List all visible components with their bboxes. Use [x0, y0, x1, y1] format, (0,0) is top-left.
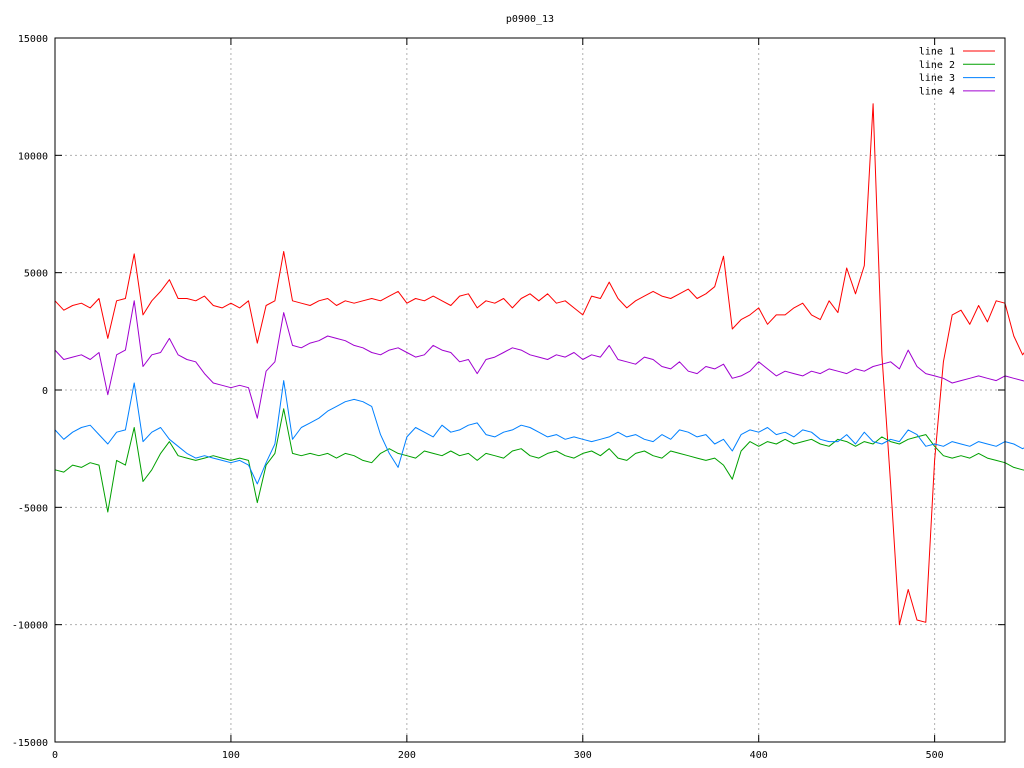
- legend-label: line 4: [919, 86, 955, 97]
- chart-title: p0900_13: [506, 14, 554, 25]
- y-axis-ticks: -15000 -10000 -5000 0 5000 10000 15000: [12, 34, 1005, 749]
- legend-label: line 1: [919, 47, 955, 58]
- legend: line 1 line 2 line 3 line 4: [919, 47, 995, 97]
- x-tick-label: 100: [222, 750, 240, 761]
- y-tick-label: 15000: [18, 34, 48, 45]
- plot-frame: [54, 37, 1006, 743]
- x-tick-label: 0: [52, 750, 58, 761]
- y-tick-label: -10000: [12, 621, 48, 632]
- series-line-2: [54, 408, 1024, 513]
- y-tick-label: 0: [42, 386, 48, 397]
- x-tick-label: 500: [926, 750, 944, 761]
- y-tick-label: 10000: [18, 151, 48, 162]
- y-tick-label: 5000: [24, 269, 48, 280]
- series-lines: [54, 103, 1024, 626]
- y-tick-label: -5000: [18, 503, 48, 514]
- series-line-1: [54, 103, 1024, 626]
- series-line-3: [54, 380, 1024, 485]
- legend-label: line 2: [919, 60, 955, 71]
- grid-lines: [55, 38, 1005, 742]
- legend-label: line 3: [919, 73, 955, 84]
- y-tick-label: -15000: [12, 738, 48, 749]
- x-tick-label: 400: [750, 750, 768, 761]
- x-tick-label: 300: [574, 750, 592, 761]
- x-tick-label: 200: [398, 750, 416, 761]
- series-line-4: [54, 300, 1024, 419]
